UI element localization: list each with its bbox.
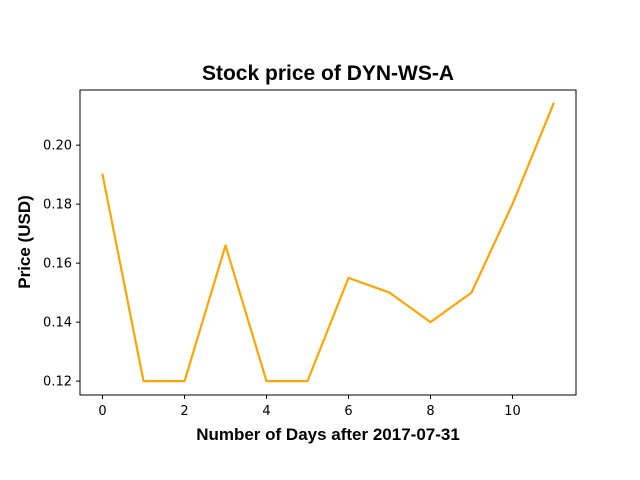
chart-title: Stock price of DYN-WS-A xyxy=(202,62,454,85)
y-axis-label: Price (USD) xyxy=(15,195,34,289)
x-tick-label: 2 xyxy=(180,404,188,419)
x-tick-label: 10 xyxy=(504,404,521,419)
x-tick-label: 8 xyxy=(426,404,434,419)
x-tick-label: 6 xyxy=(344,404,352,419)
y-tick-label: 0.18 xyxy=(43,198,72,213)
x-axis: 0 2 4 6 8 10 xyxy=(98,395,521,419)
x-tick-label: 0 xyxy=(98,404,106,419)
plot-area-frame xyxy=(79,89,577,396)
y-tick-label: 0.20 xyxy=(43,139,72,154)
y-tick-label: 0.16 xyxy=(43,257,72,272)
x-tick-label: 4 xyxy=(262,404,270,419)
y-tick-label: 0.14 xyxy=(43,316,72,331)
series-layer xyxy=(101,102,555,383)
series-line xyxy=(101,102,555,383)
y-axis: 0.12 0.14 0.16 0.18 0.20 xyxy=(43,139,80,390)
x-axis-label: Number of Days after 2017-07-31 xyxy=(196,425,460,444)
y-tick-label: 0.12 xyxy=(43,375,72,390)
